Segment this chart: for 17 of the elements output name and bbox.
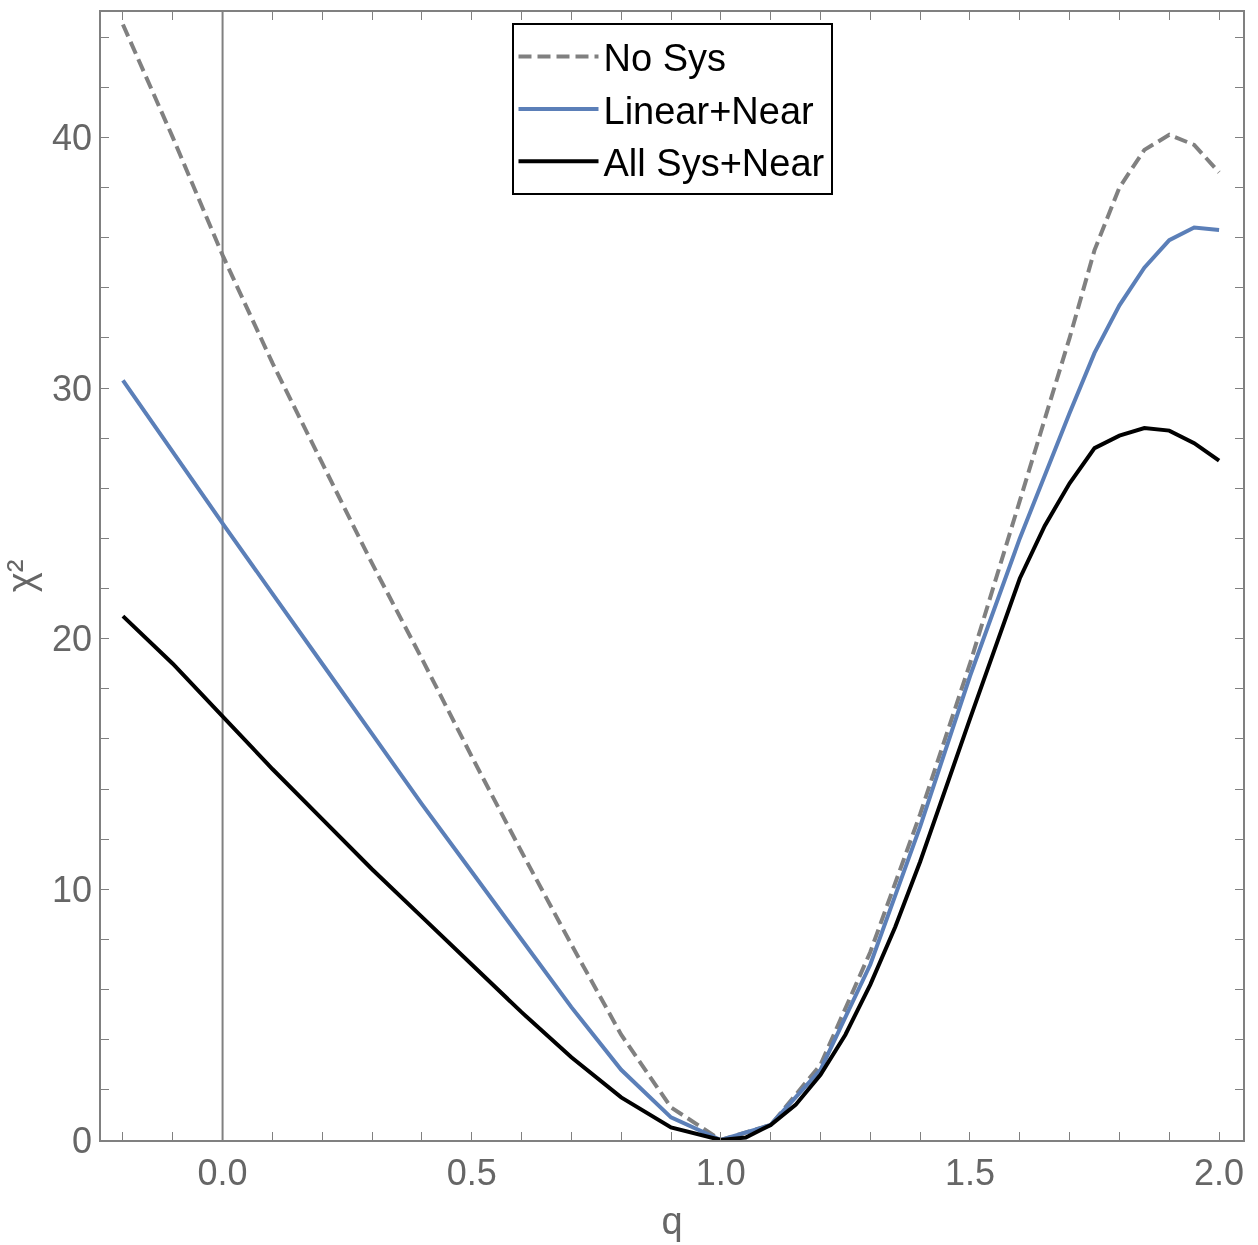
- y-tick-label: 40: [52, 116, 93, 158]
- y-tick-label: 30: [52, 367, 93, 409]
- line-series: [120, 225, 1222, 1140]
- legend-label: All Sys+Near: [603, 142, 825, 185]
- x-tick-label: 0.5: [446, 1151, 497, 1193]
- x-axis-title: q: [661, 1199, 683, 1242]
- y-axis-title: χ²: [0, 559, 42, 593]
- y-tick-label: 0: [72, 1119, 93, 1161]
- x-tick-label: 0.0: [197, 1151, 248, 1193]
- line-series: [120, 426, 1222, 1140]
- x-tick-label: 1.5: [944, 1151, 995, 1193]
- y-tick-label: 10: [52, 868, 93, 910]
- x-tick-label: 2.0: [1194, 1151, 1245, 1193]
- x-tick-label: 1.0: [695, 1151, 746, 1193]
- legend-label: Linear+Near: [603, 89, 815, 132]
- legend-label: No Sys: [603, 37, 726, 80]
- y-tick-label: 20: [52, 618, 93, 660]
